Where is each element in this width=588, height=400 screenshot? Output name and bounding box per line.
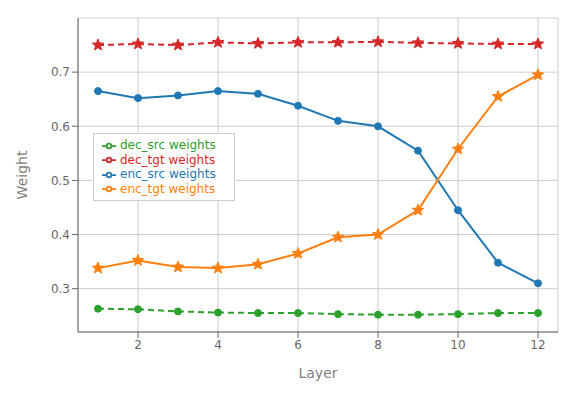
svg-text:12: 12	[530, 338, 545, 352]
html-text:dec_src weights: dec_src weights	[120, 138, 216, 152]
svg-text:8: 8	[374, 338, 382, 352]
svg-text:0.3: 0.3	[51, 282, 70, 296]
svg-text:10: 10	[450, 338, 465, 352]
svg-text:0.6: 0.6	[51, 120, 70, 134]
html-text:enc_src weights: enc_src weights	[120, 167, 216, 181]
html-text:enc_tgt weights: enc_tgt weights	[120, 181, 216, 196]
svg-text:0.4: 0.4	[51, 228, 70, 242]
svg-text:0.5: 0.5	[51, 174, 70, 188]
svg-text:0.7: 0.7	[51, 65, 70, 79]
html-text:dec_tgt weights: dec_tgt weights	[120, 152, 216, 167]
svg-text:2: 2	[134, 338, 142, 352]
svg-text:6: 6	[294, 338, 302, 352]
svg-text:Weight: Weight	[14, 150, 30, 199]
svg-text:4: 4	[214, 338, 222, 352]
svg-text:Layer: Layer	[298, 365, 337, 381]
